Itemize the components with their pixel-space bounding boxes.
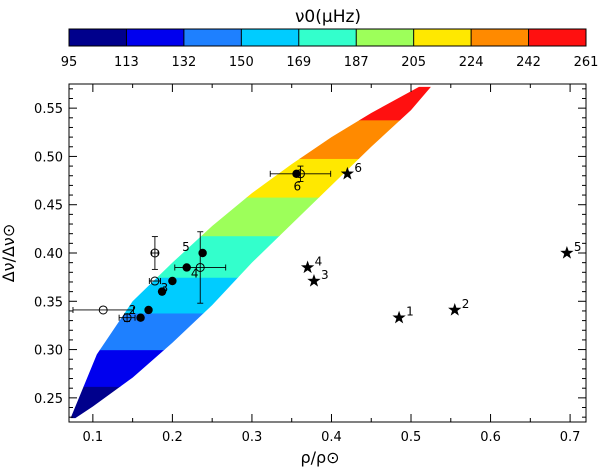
band-region xyxy=(70,158,431,198)
colorbar-tick-label: 150 xyxy=(229,55,254,70)
band-region xyxy=(70,86,431,121)
circle-point-label: 6 xyxy=(293,179,301,193)
star-label: 4 xyxy=(315,254,323,268)
circle-point-label: 3 xyxy=(161,281,169,295)
x-axis-label: ρ/ρ⊙ xyxy=(300,448,339,467)
band-region xyxy=(70,119,431,159)
open-circle-marker xyxy=(150,248,160,258)
y-tick-label: 0.50 xyxy=(34,150,63,165)
circle-point-label: 4 xyxy=(191,266,199,280)
star-marker xyxy=(448,302,462,316)
colorbar-tick-label: 261 xyxy=(574,55,599,70)
colorbar-tick-label: 224 xyxy=(459,55,484,70)
star-marker xyxy=(392,310,406,324)
star-marker xyxy=(307,274,321,287)
filled-circle-marker xyxy=(136,313,145,322)
colorbar-tick-label: 132 xyxy=(171,55,196,70)
star-label: 1 xyxy=(406,305,414,319)
x-tick-label: 0.7 xyxy=(560,430,581,445)
band-region xyxy=(70,349,431,387)
star-label: 5 xyxy=(574,240,582,254)
colorbar-segment xyxy=(126,29,185,46)
colorbar-tick-label: 169 xyxy=(286,55,311,70)
colorbar-tick-label: 187 xyxy=(344,55,369,70)
filled-circle-marker xyxy=(157,287,167,296)
y-axis-label: Δν/Δν⊙ xyxy=(0,224,18,283)
band-region xyxy=(70,312,431,351)
star-label: 2 xyxy=(462,297,470,311)
colorbar-tick-label: 95 xyxy=(61,55,78,70)
filled-circle-marker xyxy=(198,248,207,258)
colorbar: ν0(μHz) 95 113 132 150 169 187 205 224 242 261 xyxy=(61,7,599,70)
colorbar-tick-label: 205 xyxy=(401,55,426,70)
colorbar-segment xyxy=(413,29,472,46)
colorbar-segment xyxy=(69,29,127,46)
x-tick-label: 0.4 xyxy=(321,430,342,445)
open-circle-marker xyxy=(150,276,160,286)
colorbar-segment xyxy=(183,29,242,46)
circle-point-label: 2 xyxy=(129,303,137,317)
colorbar-title: ν0(μHz) xyxy=(295,7,361,27)
y-tick-label: 0.55 xyxy=(34,102,63,117)
y-tick-label: 0.45 xyxy=(34,199,63,214)
filled-circle-marker xyxy=(182,263,191,272)
y-tick-label: 0.35 xyxy=(34,295,63,310)
y-tick-label: 0.30 xyxy=(34,344,63,359)
x-tick-label: 0.3 xyxy=(242,430,263,445)
filled-circle-marker xyxy=(144,305,153,315)
filled-circle-marker xyxy=(168,276,177,286)
star-marker xyxy=(300,260,315,274)
colorbar-segment xyxy=(471,29,530,46)
star-label: 3 xyxy=(321,268,329,282)
band-region xyxy=(70,386,431,419)
x-tick-label: 0.2 xyxy=(162,430,183,445)
colorbar-segment xyxy=(298,29,357,46)
band-region xyxy=(70,196,431,237)
colorbar-segment xyxy=(528,29,587,46)
colorbar-tick-label: 242 xyxy=(516,55,541,70)
colorbar-tick-label: 113 xyxy=(114,55,139,70)
open-circle-marker xyxy=(295,169,305,179)
y-tick-label: 0.40 xyxy=(34,247,63,262)
x-tick-label: 0.1 xyxy=(83,430,104,445)
colorbar-segment xyxy=(241,29,300,46)
open-circle-marker xyxy=(98,305,108,315)
star-marker xyxy=(560,246,574,259)
colorbar-segment xyxy=(356,29,415,46)
y-tick-label: 0.25 xyxy=(34,392,63,407)
x-tick-label: 0.6 xyxy=(480,430,501,445)
star-label: 6 xyxy=(354,161,362,175)
x-tick-label: 0.5 xyxy=(401,430,422,445)
circle-point-label: 5 xyxy=(182,240,190,254)
open-circle-marker xyxy=(122,313,132,323)
model-band xyxy=(70,86,431,419)
open-circle-marker xyxy=(195,262,205,272)
plot-frame xyxy=(68,83,587,423)
star-marker xyxy=(340,166,355,180)
